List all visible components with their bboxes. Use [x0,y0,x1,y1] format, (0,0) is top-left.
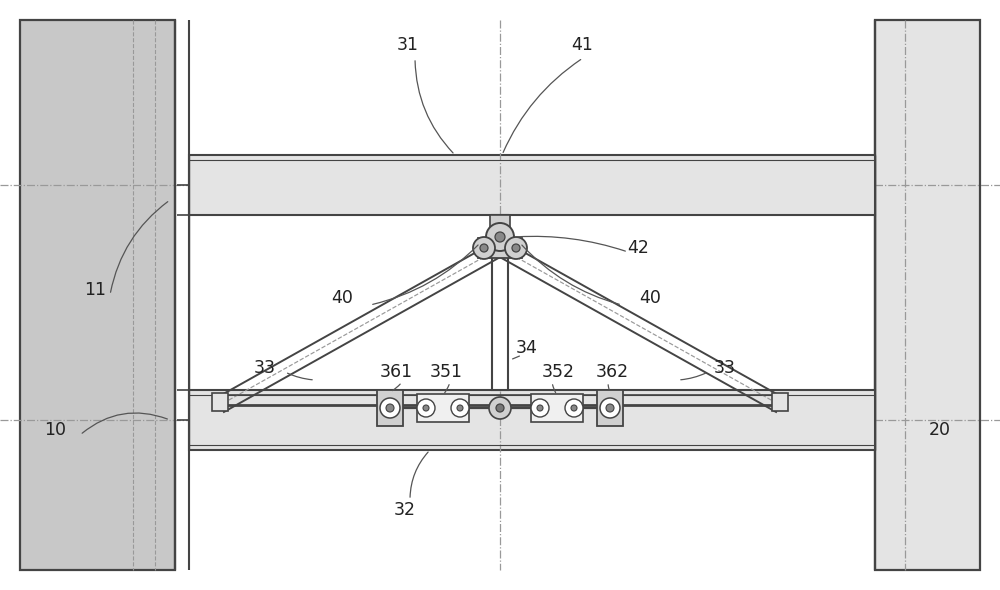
Bar [417,394,469,422]
Bar [531,394,583,422]
Text: 10: 10 [44,421,66,439]
Bar [189,390,875,450]
Text: 34: 34 [516,339,538,357]
Text: 33: 33 [254,359,276,377]
Bar [20,20,175,570]
Circle shape [380,398,400,418]
Text: 40: 40 [639,289,661,307]
Circle shape [537,405,543,411]
Text: 352: 352 [542,363,574,381]
Circle shape [496,404,504,412]
Circle shape [565,399,583,417]
Text: 351: 351 [430,363,462,381]
Circle shape [571,405,577,411]
Bar [597,390,623,426]
Text: 11: 11 [84,281,106,299]
Circle shape [531,399,549,417]
Circle shape [386,404,394,412]
Text: 32: 32 [394,501,416,519]
Bar [212,393,228,411]
Text: 31: 31 [397,36,419,54]
Circle shape [480,244,488,252]
Circle shape [423,405,429,411]
Text: 362: 362 [595,363,629,381]
Circle shape [417,399,435,417]
Bar [492,215,508,390]
Bar [490,215,510,227]
Bar [772,393,788,411]
Text: 42: 42 [627,239,649,257]
Bar [189,155,875,215]
Bar [377,390,403,426]
Text: 40: 40 [331,289,353,307]
Text: 20: 20 [929,421,951,439]
Circle shape [451,399,469,417]
Circle shape [473,237,495,259]
Circle shape [505,237,527,259]
Circle shape [457,405,463,411]
Bar [478,238,522,258]
Circle shape [486,223,514,251]
Circle shape [489,397,511,419]
Circle shape [606,404,614,412]
Text: 33: 33 [714,359,736,377]
Circle shape [512,244,520,252]
Text: 361: 361 [379,363,413,381]
Circle shape [600,398,620,418]
Circle shape [495,232,505,242]
Bar [875,20,980,570]
Text: 41: 41 [571,36,593,54]
